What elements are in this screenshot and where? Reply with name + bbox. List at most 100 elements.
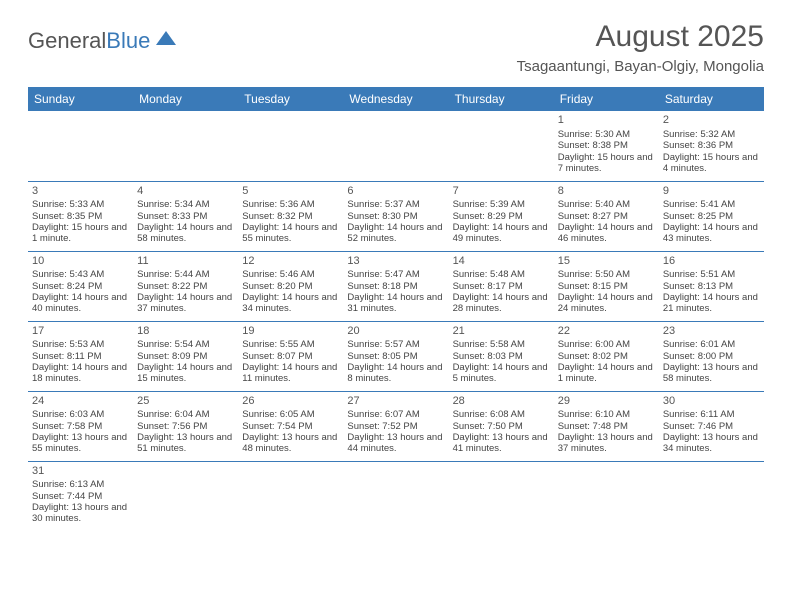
day-number: 17 [32,325,129,339]
day-cell: 18Sunrise: 5:54 AMSunset: 8:09 PMDayligh… [133,321,238,391]
day-info: Sunrise: 5:32 AMSunset: 8:36 PMDaylight:… [663,129,760,175]
logo-text-2: Blue [106,28,150,53]
day-number: 26 [242,395,339,409]
day-number: 12 [242,255,339,269]
day-info: Sunrise: 5:44 AMSunset: 8:22 PMDaylight:… [137,269,234,315]
day-number: 3 [32,185,129,199]
day-cell: 10Sunrise: 5:43 AMSunset: 8:24 PMDayligh… [28,251,133,321]
day-info: Sunrise: 6:04 AMSunset: 7:56 PMDaylight:… [137,409,234,455]
day-number: 16 [663,255,760,269]
day-number: 9 [663,185,760,199]
day-cell: 23Sunrise: 6:01 AMSunset: 8:00 PMDayligh… [659,321,764,391]
day-cell: 19Sunrise: 5:55 AMSunset: 8:07 PMDayligh… [238,321,343,391]
day-cell: 13Sunrise: 5:47 AMSunset: 8:18 PMDayligh… [343,251,448,321]
day-number: 28 [453,395,550,409]
day-info: Sunrise: 5:53 AMSunset: 8:11 PMDaylight:… [32,339,129,385]
day-info: Sunrise: 6:08 AMSunset: 7:50 PMDaylight:… [453,409,550,455]
week-row: 1Sunrise: 5:30 AMSunset: 8:38 PMDaylight… [28,111,764,181]
day-number: 23 [663,325,760,339]
day-info: Sunrise: 5:55 AMSunset: 8:07 PMDaylight:… [242,339,339,385]
empty-cell [238,111,343,181]
day-number: 7 [453,185,550,199]
day-cell: 28Sunrise: 6:08 AMSunset: 7:50 PMDayligh… [449,391,554,461]
header: GeneralBlue August 2025 Tsagaantungi, Ba… [28,20,764,75]
day-info: Sunrise: 5:37 AMSunset: 8:30 PMDaylight:… [347,199,444,245]
day-cell: 20Sunrise: 5:57 AMSunset: 8:05 PMDayligh… [343,321,448,391]
day-info: Sunrise: 6:00 AMSunset: 8:02 PMDaylight:… [558,339,655,385]
day-info: Sunrise: 5:34 AMSunset: 8:33 PMDaylight:… [137,199,234,245]
day-header: Friday [554,87,659,111]
day-number: 25 [137,395,234,409]
day-cell: 7Sunrise: 5:39 AMSunset: 8:29 PMDaylight… [449,181,554,251]
week-row: 3Sunrise: 5:33 AMSunset: 8:35 PMDaylight… [28,181,764,251]
day-number: 20 [347,325,444,339]
day-number: 10 [32,255,129,269]
day-header: Monday [133,87,238,111]
day-cell: 30Sunrise: 6:11 AMSunset: 7:46 PMDayligh… [659,391,764,461]
day-header: Tuesday [238,87,343,111]
day-info: Sunrise: 5:40 AMSunset: 8:27 PMDaylight:… [558,199,655,245]
day-number: 2 [663,114,760,128]
day-cell: 24Sunrise: 6:03 AMSunset: 7:58 PMDayligh… [28,391,133,461]
empty-cell [133,111,238,181]
day-cell: 29Sunrise: 6:10 AMSunset: 7:48 PMDayligh… [554,391,659,461]
day-number: 18 [137,325,234,339]
day-number: 1 [558,114,655,128]
day-info: Sunrise: 5:46 AMSunset: 8:20 PMDaylight:… [242,269,339,315]
day-info: Sunrise: 5:41 AMSunset: 8:25 PMDaylight:… [663,199,760,245]
day-cell: 8Sunrise: 5:40 AMSunset: 8:27 PMDaylight… [554,181,659,251]
day-cell: 15Sunrise: 5:50 AMSunset: 8:15 PMDayligh… [554,251,659,321]
day-number: 5 [242,185,339,199]
day-number: 11 [137,255,234,269]
empty-cell [554,461,659,531]
day-number: 14 [453,255,550,269]
day-info: Sunrise: 5:39 AMSunset: 8:29 PMDaylight:… [453,199,550,245]
day-number: 19 [242,325,339,339]
day-info: Sunrise: 5:58 AMSunset: 8:03 PMDaylight:… [453,339,550,385]
day-number: 22 [558,325,655,339]
day-cell: 2Sunrise: 5:32 AMSunset: 8:36 PMDaylight… [659,111,764,181]
day-cell: 11Sunrise: 5:44 AMSunset: 8:22 PMDayligh… [133,251,238,321]
empty-cell [343,111,448,181]
day-cell: 14Sunrise: 5:48 AMSunset: 8:17 PMDayligh… [449,251,554,321]
day-number: 13 [347,255,444,269]
day-info: Sunrise: 6:11 AMSunset: 7:46 PMDaylight:… [663,409,760,455]
header-row: SundayMondayTuesdayWednesdayThursdayFrid… [28,87,764,111]
day-header: Thursday [449,87,554,111]
day-cell: 26Sunrise: 6:05 AMSunset: 7:54 PMDayligh… [238,391,343,461]
day-cell: 31Sunrise: 6:13 AMSunset: 7:44 PMDayligh… [28,461,133,531]
day-info: Sunrise: 5:51 AMSunset: 8:13 PMDaylight:… [663,269,760,315]
day-number: 27 [347,395,444,409]
flag-icon [156,31,176,45]
day-cell: 4Sunrise: 5:34 AMSunset: 8:33 PMDaylight… [133,181,238,251]
empty-cell [449,461,554,531]
day-header: Wednesday [343,87,448,111]
day-number: 8 [558,185,655,199]
day-info: Sunrise: 5:50 AMSunset: 8:15 PMDaylight:… [558,269,655,315]
day-number: 4 [137,185,234,199]
day-info: Sunrise: 5:54 AMSunset: 8:09 PMDaylight:… [137,339,234,385]
day-cell: 12Sunrise: 5:46 AMSunset: 8:20 PMDayligh… [238,251,343,321]
day-number: 6 [347,185,444,199]
day-cell: 22Sunrise: 6:00 AMSunset: 8:02 PMDayligh… [554,321,659,391]
day-header: Sunday [28,87,133,111]
empty-cell [449,111,554,181]
day-header: Saturday [659,87,764,111]
day-info: Sunrise: 5:33 AMSunset: 8:35 PMDaylight:… [32,199,129,245]
day-cell: 9Sunrise: 5:41 AMSunset: 8:25 PMDaylight… [659,181,764,251]
day-number: 30 [663,395,760,409]
day-info: Sunrise: 6:05 AMSunset: 7:54 PMDaylight:… [242,409,339,455]
empty-cell [343,461,448,531]
day-cell: 3Sunrise: 5:33 AMSunset: 8:35 PMDaylight… [28,181,133,251]
day-info: Sunrise: 5:36 AMSunset: 8:32 PMDaylight:… [242,199,339,245]
day-info: Sunrise: 6:07 AMSunset: 7:52 PMDaylight:… [347,409,444,455]
day-info: Sunrise: 5:43 AMSunset: 8:24 PMDaylight:… [32,269,129,315]
empty-cell [238,461,343,531]
day-number: 31 [32,465,129,479]
week-row: 17Sunrise: 5:53 AMSunset: 8:11 PMDayligh… [28,321,764,391]
month-title: August 2025 [517,20,764,54]
day-cell: 17Sunrise: 5:53 AMSunset: 8:11 PMDayligh… [28,321,133,391]
day-cell: 27Sunrise: 6:07 AMSunset: 7:52 PMDayligh… [343,391,448,461]
day-cell: 21Sunrise: 5:58 AMSunset: 8:03 PMDayligh… [449,321,554,391]
day-number: 15 [558,255,655,269]
